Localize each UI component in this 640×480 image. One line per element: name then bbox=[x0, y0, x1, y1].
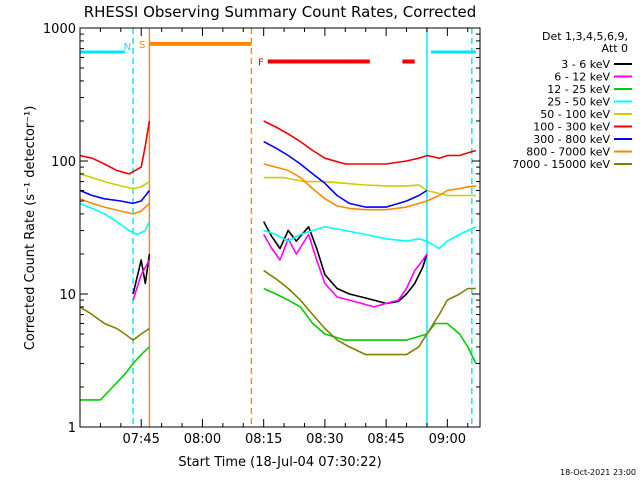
x-tick-label-2: 08:00 bbox=[184, 432, 221, 447]
flag-layer: SF bbox=[139, 40, 415, 68]
legend-label-7: 300 - 800 keV bbox=[533, 133, 610, 146]
series-line-2-part-1 bbox=[132, 259, 151, 301]
marker-layer: N bbox=[80, 28, 476, 427]
series-line-1-part-2 bbox=[262, 221, 428, 305]
legend-header-line-1: Det 1,3,4,5,6,9, bbox=[542, 30, 628, 43]
legend-label-5: 50 - 100 keV bbox=[540, 108, 610, 121]
series-layer bbox=[79, 120, 477, 401]
series-line-8-part-1 bbox=[79, 198, 150, 215]
legend-label-8: 800 - 7000 keV bbox=[526, 146, 610, 159]
x-tick-label-1: 07:45 bbox=[122, 432, 159, 447]
legend-header-line-2: Att 0 bbox=[602, 42, 628, 55]
series-line-7-part-1 bbox=[79, 189, 151, 205]
series-line-7-part-2 bbox=[263, 140, 428, 208]
series-line-3-part-2 bbox=[263, 287, 477, 364]
series-line-5-part-1 bbox=[79, 173, 150, 190]
flag-label-f: F bbox=[258, 57, 264, 68]
x-tick-label-3: 08:15 bbox=[245, 432, 282, 447]
series-line-6-part-2 bbox=[263, 120, 477, 165]
series-line-5-part-2 bbox=[263, 176, 476, 197]
series-line-6-part-1 bbox=[79, 120, 151, 175]
marker-label-1: N bbox=[124, 42, 131, 53]
axis-layer: 07:45 08:00 08:15 08:30 08:45 09:00 1 10 100 1000 bbox=[43, 22, 480, 447]
x-axis-label: Start Time (18-Jul-04 07:30:22) bbox=[178, 455, 381, 470]
series-line-4-part-1 bbox=[79, 202, 151, 236]
x-tick-label-5: 08:45 bbox=[367, 432, 404, 447]
y-tick-label-3: 100 bbox=[51, 155, 76, 170]
legend-label-9: 7000 - 15000 keV bbox=[512, 158, 610, 171]
series-line-4-part-2 bbox=[263, 226, 477, 250]
legend-label-4: 25 - 50 keV bbox=[547, 96, 610, 109]
plot-frame bbox=[79, 27, 481, 428]
series-line-9-part-1 bbox=[79, 306, 150, 341]
chart-title: RHESSI Observing Summary Count Rates, Co… bbox=[84, 3, 477, 21]
legend-label-2: 6 - 12 keV bbox=[554, 71, 610, 84]
legend-label-1: 3 - 6 keV bbox=[561, 58, 610, 71]
x-tick-label-4: 08:30 bbox=[306, 432, 343, 447]
series-line-9-part-2 bbox=[263, 269, 476, 356]
series-line-3-part-1 bbox=[80, 346, 150, 401]
x-tick-label-6: 09:00 bbox=[429, 432, 466, 447]
legend-label-6: 100 - 300 keV bbox=[533, 121, 610, 134]
y-tick-label-1: 1 bbox=[68, 421, 76, 436]
footer-timestamp: 18-Oct-2021 23:00 bbox=[560, 468, 636, 477]
y-axis-label: Corrected Count Rate (s⁻¹ detector⁻¹) bbox=[23, 106, 38, 351]
y-tick-label-4: 1000 bbox=[43, 22, 76, 37]
y-tick-label-2: 10 bbox=[59, 288, 76, 303]
legend-label-3: 12 - 25 keV bbox=[547, 83, 610, 96]
series-line-8-part-2 bbox=[263, 163, 476, 211]
flag-label-s: S bbox=[139, 40, 145, 51]
series-line-2-part-2 bbox=[263, 233, 428, 308]
